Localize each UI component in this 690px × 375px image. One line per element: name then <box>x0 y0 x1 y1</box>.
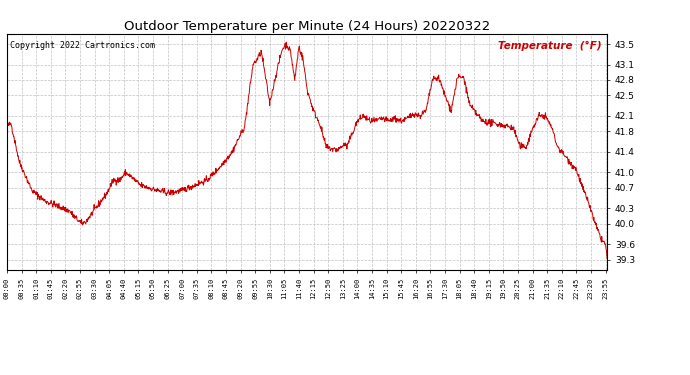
Title: Outdoor Temperature per Minute (24 Hours) 20220322: Outdoor Temperature per Minute (24 Hours… <box>124 20 490 33</box>
Text: Temperature  (°F): Temperature (°F) <box>497 41 601 51</box>
Text: Copyright 2022 Cartronics.com: Copyright 2022 Cartronics.com <box>10 41 155 50</box>
